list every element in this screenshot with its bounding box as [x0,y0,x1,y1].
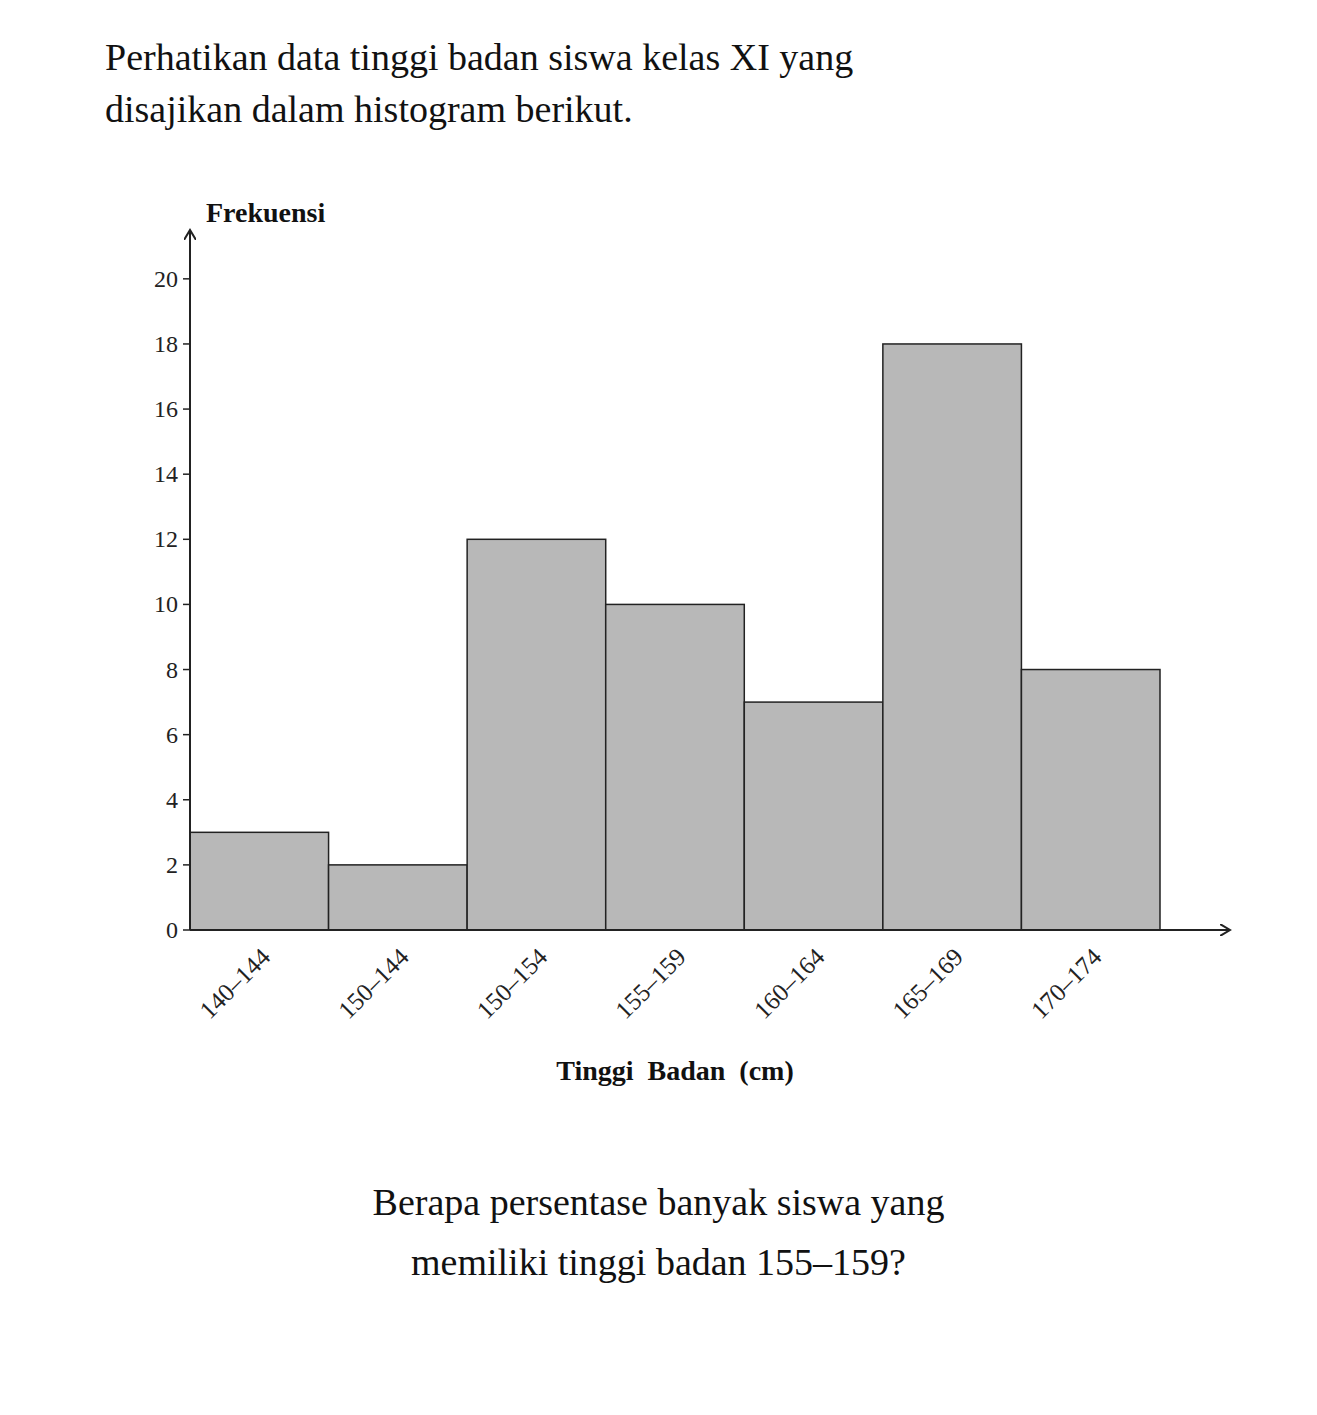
bar [1021,670,1160,930]
chart-svg: Perhatikan data tinggi badan siswa kelas… [0,0,1317,1415]
y-tick-label: 0 [166,917,178,943]
x-tick-label: 140–144 [194,943,275,1024]
bar [467,539,606,930]
y-tick-label: 18 [154,331,178,357]
y-tick [183,278,190,280]
y-tick [183,604,190,606]
y-tick-label: 4 [166,787,178,813]
x-tick-label: 150–144 [333,943,414,1024]
x-tick-label: 165–169 [887,943,968,1024]
y-axis [189,230,191,930]
title: Perhatikan data tinggi badan siswa kelas… [105,36,853,78]
page: {"chart_data": {"type": "bar", "title": … [0,0,1317,1415]
x-axis [190,929,1230,931]
bar [606,604,745,930]
y-tick-label: 6 [166,722,178,748]
footer-text: memiliki tinggi badan 155–159? [411,1241,906,1283]
y-tick-label: 2 [166,852,178,878]
footer-text: Berapa persentase banyak siswa yang [373,1181,945,1223]
y-tick [183,343,190,345]
y-tick-label: 8 [166,657,178,683]
x-tick-label: 150–154 [471,943,552,1024]
x-tick-label: 170–174 [1026,943,1107,1024]
y-tick-label: 10 [154,591,178,617]
y-tick-label: 14 [154,461,178,487]
bar [883,344,1022,930]
bar [329,865,468,930]
y-tick [183,734,190,736]
y-tick [183,408,190,410]
y-tick-label: 16 [154,396,178,422]
y-tick [183,799,190,801]
y-tick [183,864,190,866]
y-tick-label: 20 [154,266,178,292]
x-tick-label: 155–159 [610,943,691,1024]
bar [744,702,883,930]
bars [190,344,1160,930]
y-tick [183,669,190,671]
chart-container: Perhatikan data tinggi badan siswa kelas… [0,0,1317,1415]
y-tick [183,929,190,931]
y-tick [183,539,190,541]
y-axis-label: Frekuensi [206,197,325,228]
y-tick [183,473,190,475]
x-axis-label: Tinggi Badan (cm) [556,1055,794,1086]
title: disajikan dalam histogram berikut. [105,88,633,130]
bar [190,832,329,930]
x-tick-label: 160–164 [749,943,830,1024]
y-tick-label: 12 [154,526,178,552]
